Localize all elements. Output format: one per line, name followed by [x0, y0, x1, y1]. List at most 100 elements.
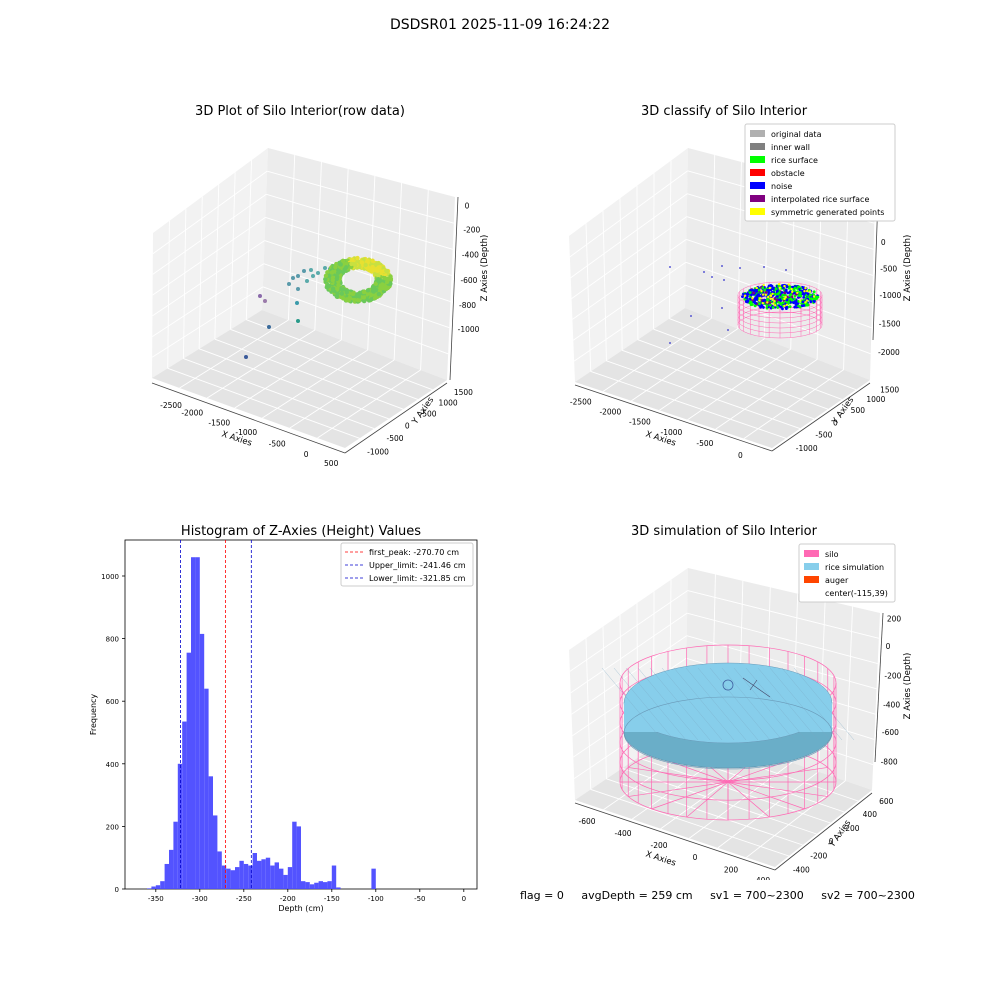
legend-box — [340, 542, 474, 587]
grid-line — [572, 239, 687, 320]
histogram-bar — [371, 868, 376, 889]
histogram-bar — [217, 851, 222, 889]
legend-swatch — [750, 156, 765, 163]
floor-pane — [575, 308, 870, 448]
x-tick-label: -2500 — [160, 401, 182, 410]
symmetric-point — [791, 290, 794, 294]
rice-surface-point — [347, 295, 352, 300]
classified-point — [776, 306, 780, 309]
grid-line — [266, 193, 453, 250]
classified-point — [775, 298, 779, 302]
x-axis-line — [574, 384, 773, 452]
classified-point — [757, 288, 761, 292]
rice-mesh-line — [745, 667, 807, 741]
histogram-bar — [199, 633, 205, 889]
histogram-bar — [151, 886, 156, 889]
z-axis-label: Z Axies (Depth) — [903, 235, 913, 302]
histogram-bar — [265, 857, 271, 889]
classified-point — [776, 295, 779, 298]
x-tick-label: -1000 — [235, 428, 257, 437]
y-tick-label: 200 — [845, 824, 860, 833]
histogram-bar — [239, 860, 244, 889]
grid-line — [637, 339, 829, 410]
symmetric-point — [761, 293, 765, 296]
histogram-bar — [318, 881, 323, 889]
grid-line — [151, 286, 264, 358]
rice-surface-point — [388, 274, 393, 279]
grid-line — [743, 369, 844, 439]
rice-surface-point — [339, 291, 345, 296]
legend-box — [744, 123, 896, 222]
rice-mesh-line — [733, 667, 795, 741]
histogram-bar — [336, 887, 341, 889]
histogram-bar — [147, 888, 152, 889]
symmetric-point — [769, 294, 772, 297]
classified-point — [765, 304, 769, 308]
rice-mesh-line — [721, 667, 783, 741]
histogram-bar — [182, 721, 187, 889]
z-tick-label: 0 — [465, 202, 470, 211]
grid-line — [340, 168, 349, 341]
symmetric-point — [768, 286, 772, 290]
grid-line — [687, 348, 791, 421]
grid-line — [602, 317, 712, 392]
z-tick-label: -600 — [460, 276, 477, 285]
z-axis-line — [449, 196, 459, 381]
rice-surface-point — [333, 264, 338, 270]
rice-surface-point — [336, 283, 341, 288]
grid-line — [167, 220, 170, 369]
grid-line — [569, 590, 688, 672]
silo-base-spoke — [727, 767, 828, 783]
silo-base-spoke — [727, 781, 770, 818]
legend-swatch — [750, 208, 765, 215]
noise-point — [690, 315, 692, 317]
rice-mesh-line — [649, 667, 711, 741]
classified-point — [785, 298, 789, 302]
x-tick-label: -50 — [414, 895, 425, 903]
grid-line — [590, 789, 790, 857]
classified-point — [768, 303, 772, 307]
rice-mesh-line — [793, 667, 855, 741]
y-tick-label: 400 — [863, 810, 878, 819]
grid-line — [314, 161, 322, 331]
classified-point — [802, 292, 806, 296]
rice-surface-point — [379, 269, 385, 274]
histogram-bar — [155, 885, 161, 889]
grid-line — [717, 771, 819, 849]
grid-line — [631, 328, 739, 402]
legend-swatch — [804, 550, 819, 557]
rice-mesh-line — [625, 667, 687, 741]
x-tick-label: -200 — [650, 841, 667, 850]
panel2-title: 3D classify of Silo Interior — [640, 104, 808, 119]
classified-point — [749, 289, 753, 292]
histogram-bar — [169, 849, 174, 889]
scatter-point — [296, 274, 300, 278]
x-tick-label: -250 — [236, 895, 252, 903]
figure-title: DSDSR01 2025-11-09 16:24:22 — [389, 17, 610, 33]
histogram-bar — [235, 867, 240, 889]
x-tick-label: -500 — [269, 439, 286, 448]
classified-point — [813, 300, 816, 303]
noise-point — [727, 329, 729, 331]
legend-swatch — [804, 576, 819, 583]
x-tick-label: -150 — [324, 895, 340, 903]
y-tick-label: 1000 — [439, 398, 458, 407]
noise-point — [669, 342, 671, 344]
scatter-point — [316, 271, 320, 275]
histogram-bar — [261, 859, 266, 889]
x-tick-label: -350 — [148, 895, 164, 903]
left-pane — [569, 148, 688, 382]
grid-line — [287, 154, 296, 321]
rice-surface-point — [356, 293, 362, 299]
symmetric-point — [804, 286, 807, 290]
classified-point — [771, 306, 775, 309]
z-tick-label: -200 — [884, 671, 901, 680]
rice-surface-point — [355, 297, 361, 303]
rice-surface-point — [330, 286, 336, 291]
x-axis-label: Depth (cm) — [278, 904, 323, 913]
x-tick-label: 0 — [462, 895, 466, 903]
y-tick-label: -500 — [387, 434, 404, 443]
y-axis-line — [774, 792, 873, 871]
legend-swatch — [750, 130, 765, 137]
noise-point — [763, 266, 765, 268]
